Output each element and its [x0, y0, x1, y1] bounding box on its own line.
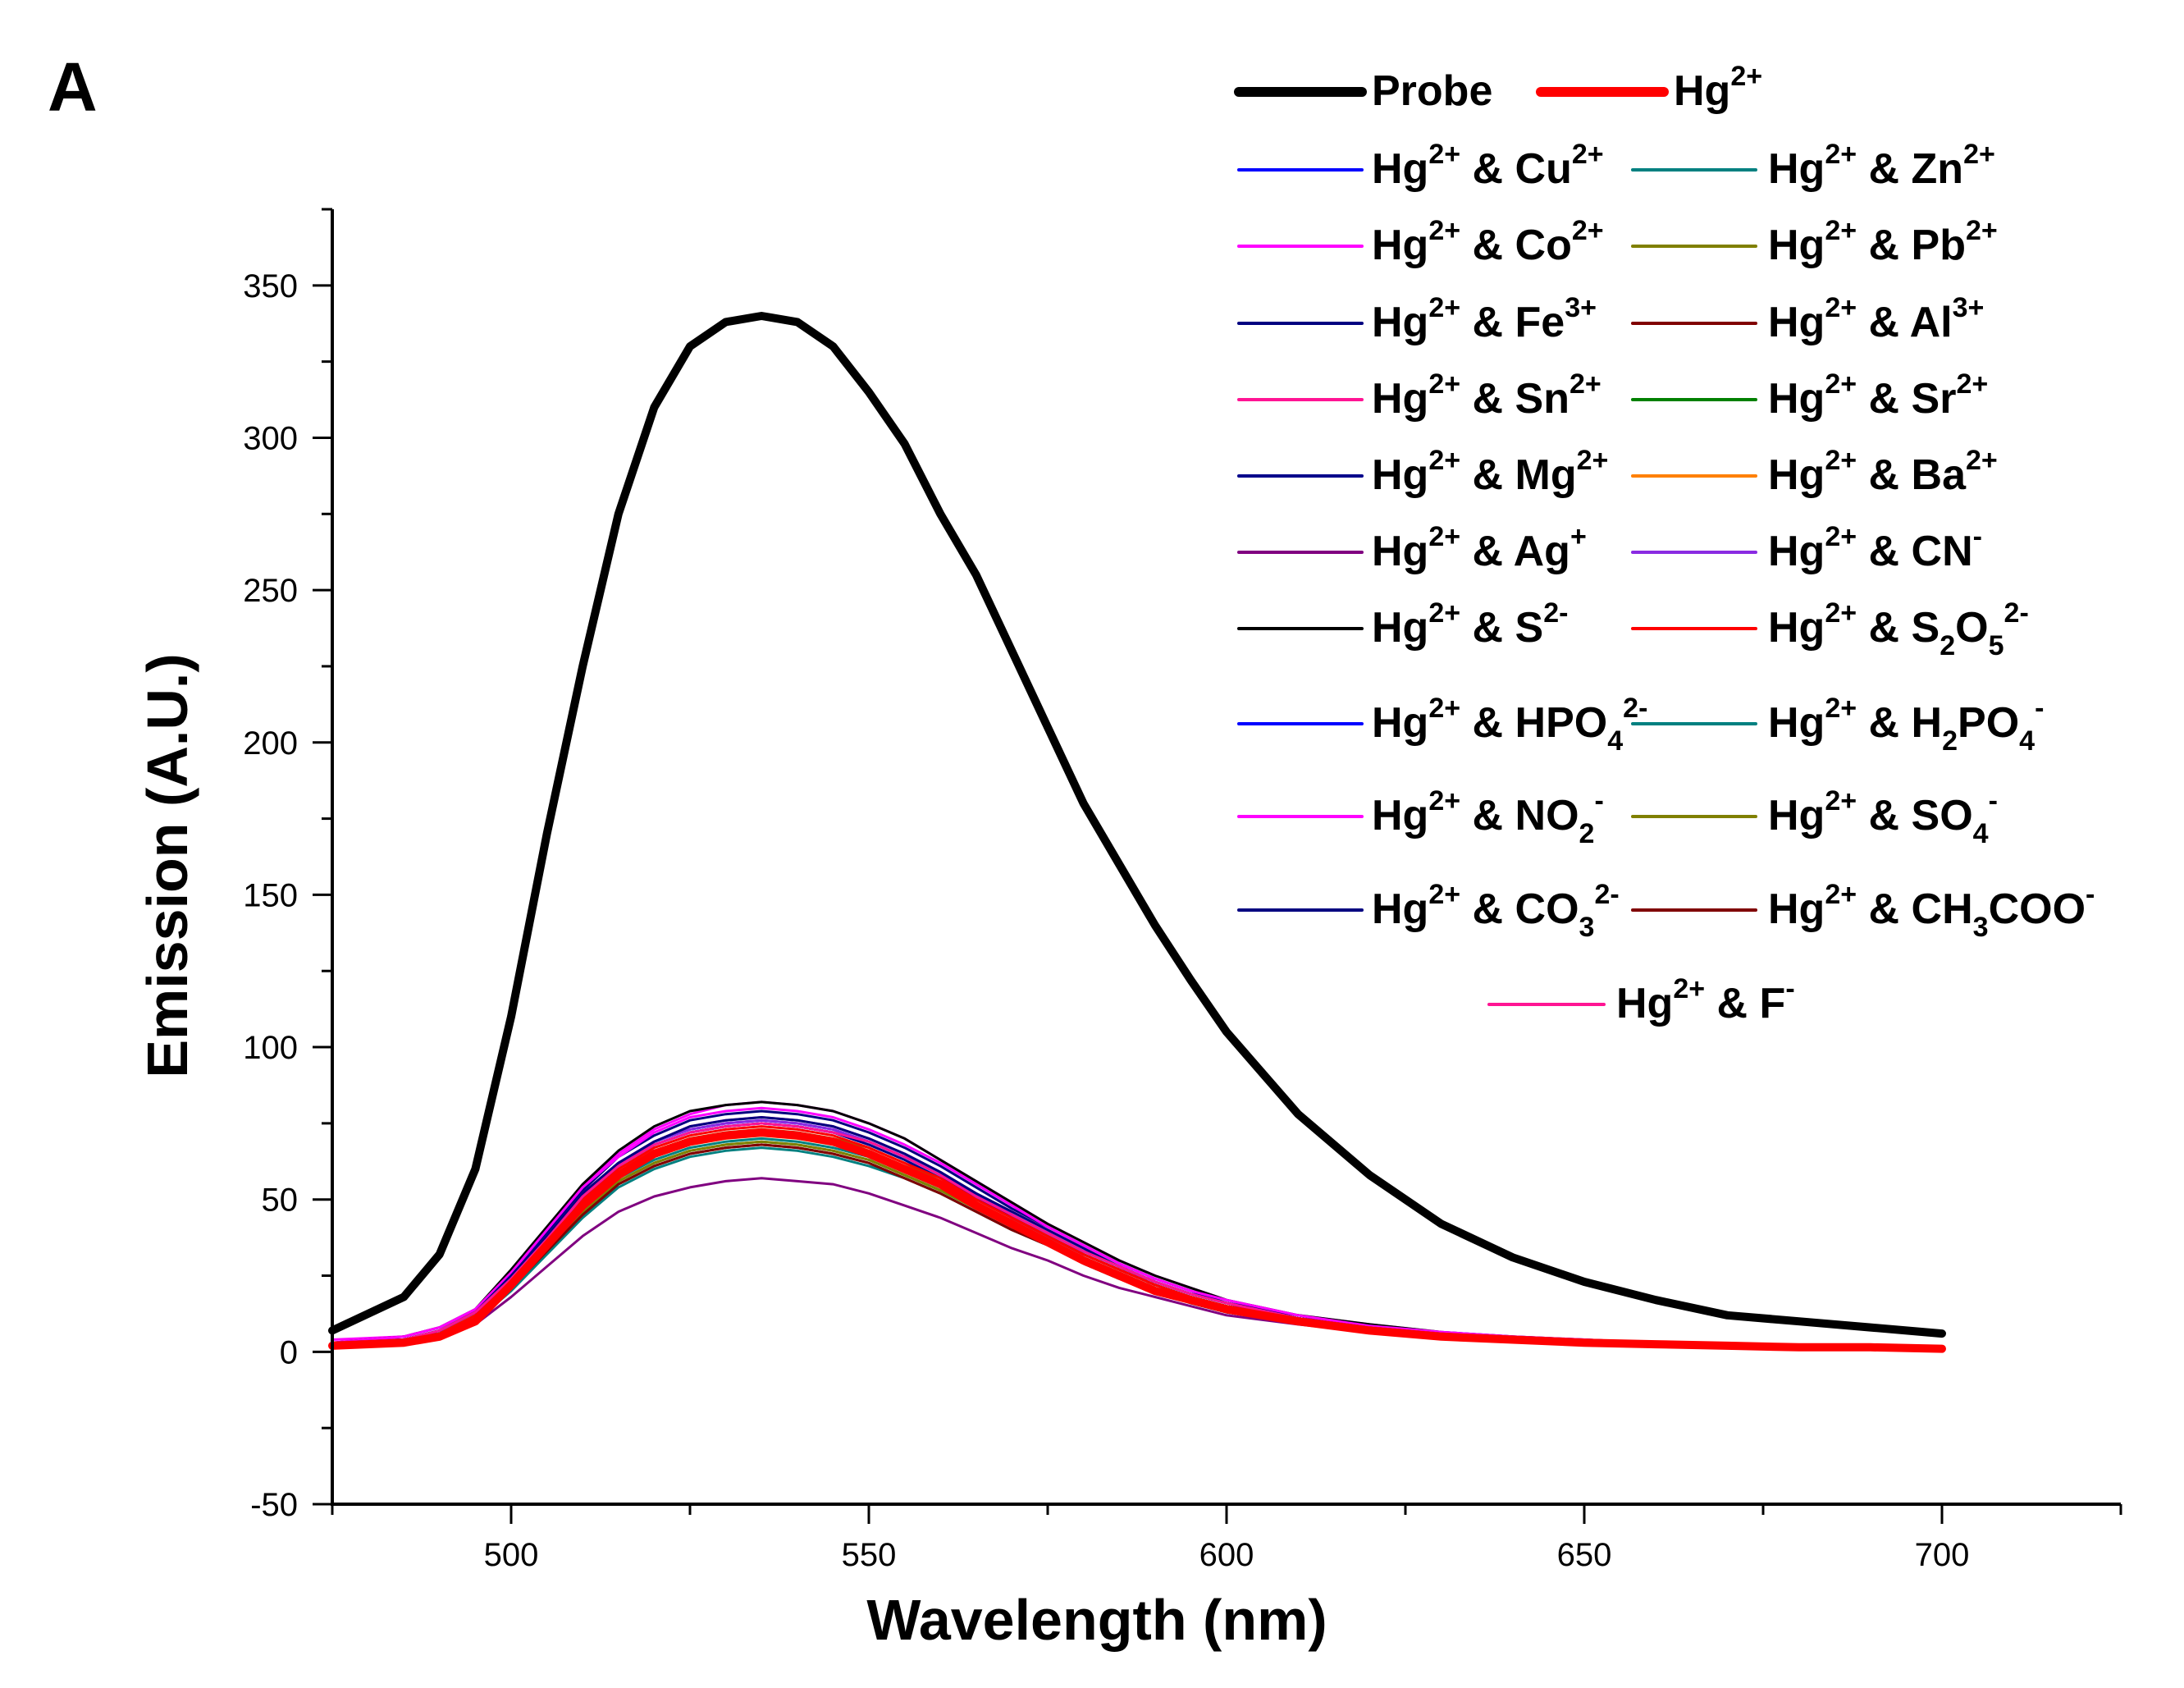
x-tick-label: 500 [484, 1537, 539, 1573]
series-line-15 [331, 1125, 1944, 1351]
legend-label-2: Hg2+ & Cu2+ [1372, 139, 1604, 193]
legend-label-5: Hg2+ & Pb2+ [1768, 215, 1998, 269]
legend-label-9: Hg2+ & Sr2+ [1768, 368, 1988, 423]
y-tick-label: 100 [243, 1030, 298, 1066]
y-axis-title: Emission (A.U.) [135, 653, 199, 1077]
series-line-0 [328, 312, 1946, 1338]
legend-label-19: Hg2+ & SO4- [1768, 785, 1998, 849]
series-line-7 [331, 1143, 1944, 1351]
legend-label-21: Hg2+ & CH3COO- [1768, 879, 2095, 943]
legend-label-11: Hg2+ & Ba2+ [1768, 445, 1998, 499]
y-tick-label: 200 [243, 725, 298, 762]
y-tick-label: -50 [250, 1487, 298, 1523]
series-line-17 [331, 1146, 1944, 1351]
legend-label-18: Hg2+ & NO2- [1372, 785, 1604, 849]
legend-label-0: Probe [1372, 67, 1492, 115]
legend-label-12: Hg2+ & Ag+ [1372, 521, 1587, 575]
legend-label-7: Hg2+ & Al3+ [1768, 292, 1984, 346]
x-tick-label: 600 [1199, 1537, 1254, 1573]
legend-label-8: Hg2+ & Sn2+ [1372, 368, 1601, 423]
x-axis-title: Wavelength (nm) [866, 1588, 1327, 1652]
legend-label-16: Hg2+ & HPO42- [1372, 693, 1647, 757]
y-tick-label: 250 [243, 573, 298, 609]
series-line-1 [328, 1128, 1946, 1353]
legend-label-10: Hg2+ & Mg2+ [1372, 445, 1608, 499]
x-tick-label: 650 [1557, 1537, 1612, 1573]
y-tick-label: 350 [243, 268, 298, 304]
panel-label: A [48, 48, 98, 126]
legend-label-17: Hg2+ & H2PO4- [1768, 693, 2044, 757]
y-tick-label: 0 [280, 1334, 298, 1370]
x-tick-label: 550 [842, 1537, 897, 1573]
legend-label-4: Hg2+ & Co2+ [1372, 215, 1604, 269]
legend-label-14: Hg2+ & S2- [1372, 597, 1568, 652]
ticks: 500 550 600 650 700 -50 0 50 100 150 200 250 300 350 [243, 208, 2122, 1573]
plot-series [328, 312, 1946, 1353]
series-line-10 [331, 1122, 1944, 1351]
legend-label-20: Hg2+ & CO32- [1372, 879, 1620, 943]
y-tick-label: 300 [243, 420, 298, 456]
legend-label-13: Hg2+ & CN- [1768, 521, 1982, 575]
legend-label-1: Hg2+ [1674, 61, 1762, 115]
y-tick-label: 150 [243, 877, 298, 913]
legend-label-15: Hg2+ & S2O52- [1768, 597, 2029, 661]
x-tick-label: 700 [1915, 1537, 1970, 1573]
legend: Probe Hg2+ Hg2+ & Cu2+ Hg2+ & Zn2+ Hg2+ & Co… [1234, 61, 2095, 1027]
legend-label-6: Hg2+ & Fe3+ [1372, 292, 1597, 346]
legend-label-22: Hg2+ & F- [1616, 973, 1795, 1027]
series-line-5 [331, 1128, 1944, 1351]
y-tick-label: 50 [262, 1183, 299, 1219]
series-line-21 [331, 1143, 1944, 1351]
legend-label-3: Hg2+ & Zn2+ [1768, 139, 1995, 193]
